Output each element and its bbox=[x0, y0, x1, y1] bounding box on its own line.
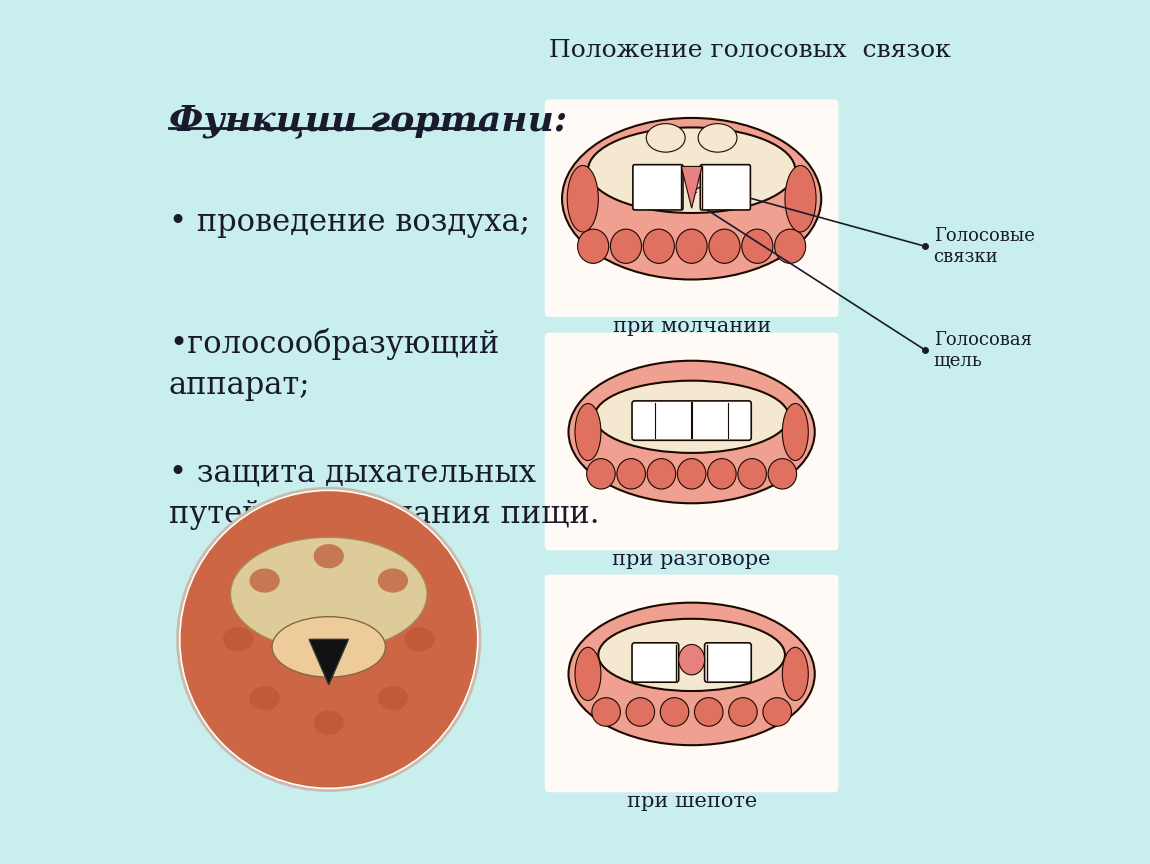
Ellipse shape bbox=[698, 124, 737, 152]
Ellipse shape bbox=[577, 229, 608, 264]
Ellipse shape bbox=[562, 118, 821, 280]
Ellipse shape bbox=[223, 627, 253, 651]
Ellipse shape bbox=[405, 627, 435, 651]
Ellipse shape bbox=[378, 686, 408, 710]
Ellipse shape bbox=[708, 229, 739, 264]
Ellipse shape bbox=[378, 569, 408, 593]
Ellipse shape bbox=[592, 698, 620, 726]
Ellipse shape bbox=[626, 698, 654, 726]
FancyBboxPatch shape bbox=[632, 643, 678, 683]
Ellipse shape bbox=[742, 229, 773, 264]
Ellipse shape bbox=[568, 603, 814, 745]
Ellipse shape bbox=[567, 166, 598, 232]
Text: •голосообразующий
аппарат;: •голосообразующий аппарат; bbox=[169, 328, 499, 401]
Ellipse shape bbox=[646, 124, 685, 152]
Ellipse shape bbox=[738, 459, 766, 489]
Text: Положение голосовых  связок: Положение голосовых связок bbox=[549, 39, 951, 62]
Ellipse shape bbox=[250, 686, 279, 710]
Ellipse shape bbox=[782, 403, 808, 461]
Ellipse shape bbox=[677, 459, 706, 489]
FancyBboxPatch shape bbox=[632, 401, 751, 441]
Ellipse shape bbox=[660, 698, 689, 726]
Circle shape bbox=[181, 491, 477, 788]
Ellipse shape bbox=[598, 619, 785, 691]
Text: • проведение воздуха;: • проведение воздуха; bbox=[169, 207, 530, 238]
Ellipse shape bbox=[775, 229, 806, 264]
Ellipse shape bbox=[729, 698, 757, 726]
Ellipse shape bbox=[588, 127, 796, 213]
Ellipse shape bbox=[785, 166, 816, 232]
Ellipse shape bbox=[768, 459, 797, 489]
Text: при шепоте: при шепоте bbox=[627, 791, 757, 810]
Polygon shape bbox=[681, 167, 702, 208]
Ellipse shape bbox=[314, 544, 344, 569]
Ellipse shape bbox=[676, 229, 707, 264]
FancyBboxPatch shape bbox=[700, 165, 751, 210]
Ellipse shape bbox=[250, 569, 279, 593]
Ellipse shape bbox=[273, 617, 385, 677]
Ellipse shape bbox=[678, 645, 705, 675]
Ellipse shape bbox=[695, 698, 723, 726]
FancyBboxPatch shape bbox=[632, 165, 683, 210]
Ellipse shape bbox=[647, 459, 676, 489]
Text: при разговоре: при разговоре bbox=[613, 550, 770, 569]
FancyBboxPatch shape bbox=[705, 643, 751, 683]
Ellipse shape bbox=[314, 710, 344, 734]
Ellipse shape bbox=[568, 361, 814, 503]
Circle shape bbox=[177, 488, 480, 791]
Ellipse shape bbox=[575, 403, 601, 461]
Ellipse shape bbox=[230, 537, 427, 651]
Text: Голосовые
связки: Голосовые связки bbox=[934, 227, 1035, 265]
Ellipse shape bbox=[595, 381, 789, 453]
Ellipse shape bbox=[762, 698, 791, 726]
Ellipse shape bbox=[616, 459, 645, 489]
FancyBboxPatch shape bbox=[545, 575, 838, 792]
Ellipse shape bbox=[707, 459, 736, 489]
FancyBboxPatch shape bbox=[545, 99, 838, 317]
Text: при молчании: при молчании bbox=[613, 316, 770, 335]
Text: • защита дыхательных
путей от попадания пищи.: • защита дыхательных путей от попадания … bbox=[169, 458, 599, 530]
Ellipse shape bbox=[586, 459, 615, 489]
Ellipse shape bbox=[782, 647, 808, 701]
Text: Функции гортани:: Функции гортани: bbox=[169, 104, 567, 137]
Polygon shape bbox=[309, 639, 348, 684]
Ellipse shape bbox=[611, 229, 642, 264]
Text: Голосовая
щель: Голосовая щель bbox=[934, 331, 1032, 369]
FancyBboxPatch shape bbox=[545, 333, 838, 550]
Ellipse shape bbox=[575, 647, 601, 701]
Ellipse shape bbox=[643, 229, 674, 264]
